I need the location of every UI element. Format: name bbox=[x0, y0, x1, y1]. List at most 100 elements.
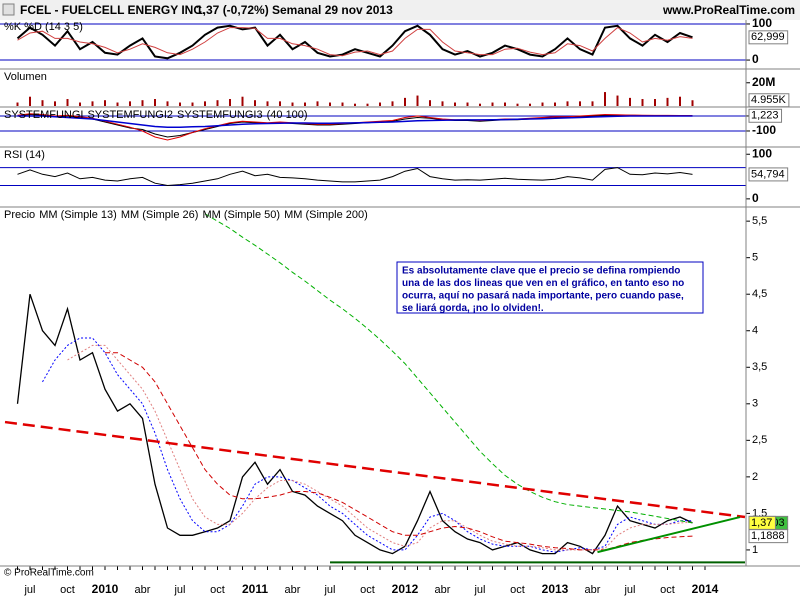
legend-entry: MM (Simple 26) bbox=[121, 209, 199, 221]
bar bbox=[54, 101, 56, 106]
site: www.ProRealTime.com bbox=[662, 3, 795, 17]
panel-title: RSI (14) bbox=[4, 149, 45, 161]
y-tick-label: 3 bbox=[752, 398, 758, 410]
bar bbox=[654, 99, 656, 106]
bar bbox=[529, 103, 531, 106]
bar bbox=[591, 101, 594, 106]
series-line bbox=[105, 352, 693, 551]
bar bbox=[554, 102, 556, 106]
x-tick-label: abr bbox=[585, 584, 601, 596]
bar bbox=[279, 101, 281, 106]
x-tick-label: 2013 bbox=[542, 582, 569, 596]
bar bbox=[266, 101, 269, 106]
bar bbox=[304, 102, 306, 106]
bar bbox=[166, 101, 169, 106]
x-tick-label: jul bbox=[173, 584, 185, 596]
value-label: 1,223 bbox=[751, 110, 779, 122]
y-tick-label: 2,5 bbox=[752, 434, 767, 446]
bar bbox=[141, 100, 144, 106]
panel bbox=[0, 167, 746, 187]
bar bbox=[216, 100, 219, 106]
bar bbox=[604, 92, 606, 106]
bar bbox=[566, 101, 569, 106]
panels: 100 0 %K %D (14 3 5) 62,999 20M Volumen 4.955K… bbox=[0, 16, 800, 596]
bar bbox=[154, 99, 156, 106]
x-tick-label: abr bbox=[135, 584, 151, 596]
y-tick-label: 3,5 bbox=[752, 361, 767, 373]
symbol: FCEL - FUELCELL ENERGY INC. bbox=[20, 3, 205, 17]
period: Semanal 29 nov 2013 bbox=[272, 3, 393, 17]
series-line bbox=[204, 213, 693, 524]
legend-entry: MM (Simple 13) bbox=[39, 209, 117, 221]
bar bbox=[116, 102, 119, 106]
y-tick-label: 5,5 bbox=[752, 215, 767, 227]
bar bbox=[641, 99, 644, 106]
x-tick-label: oct bbox=[360, 584, 375, 596]
x-tick-label: oct bbox=[510, 584, 525, 596]
x-tick-label: 2014 bbox=[692, 582, 719, 596]
bar bbox=[329, 102, 331, 106]
y-tick-label: 4,5 bbox=[752, 288, 767, 300]
bar bbox=[204, 101, 206, 106]
y-tick-label: 100 bbox=[752, 16, 772, 30]
x-tick-label: oct bbox=[60, 584, 75, 596]
series-line bbox=[16, 293, 693, 555]
annotation-box bbox=[396, 261, 704, 314]
bar bbox=[29, 96, 31, 106]
x-tick-label: abr bbox=[435, 584, 451, 596]
bar bbox=[691, 100, 694, 106]
bar bbox=[629, 97, 631, 106]
panel-title: Volumen bbox=[4, 71, 47, 83]
bar bbox=[104, 100, 106, 106]
x-tick-label: jul bbox=[23, 584, 35, 596]
bar bbox=[229, 99, 231, 106]
quote: 1,37 (-0,72%) bbox=[196, 3, 269, 17]
series-line bbox=[17, 115, 693, 128]
bar bbox=[391, 101, 394, 106]
legend-entry: MM (Simple 50) bbox=[202, 209, 280, 221]
x-tick-label: 2010 bbox=[92, 582, 119, 596]
panel bbox=[16, 92, 694, 106]
annotation-line: se liará gorda, ¡no lo olviden!. bbox=[402, 303, 544, 314]
value-label: 1,37 bbox=[751, 517, 772, 529]
bar bbox=[541, 102, 544, 106]
bar bbox=[679, 96, 681, 106]
x-tick-label: 2012 bbox=[392, 582, 419, 596]
series-line bbox=[17, 27, 693, 57]
panel bbox=[0, 113, 746, 141]
annotation-line: Es absolutamente clave que el precio se … bbox=[402, 266, 680, 277]
trend-line bbox=[4, 420, 746, 519]
y-tick-label: 1 bbox=[752, 544, 758, 556]
bar bbox=[254, 100, 256, 106]
value-label: 4.955K bbox=[751, 94, 787, 106]
value-label-box bbox=[748, 30, 789, 45]
legend-entry: SYSTEMFUNGI2 bbox=[87, 109, 173, 121]
bar bbox=[241, 96, 244, 106]
bar bbox=[316, 101, 319, 106]
trend-line bbox=[597, 516, 741, 554]
bar bbox=[404, 97, 406, 106]
bar bbox=[504, 102, 506, 106]
legend-entry: SYSTEMFUNGI bbox=[4, 109, 83, 121]
value-label: 54,794 bbox=[751, 168, 785, 180]
x-tick-label: 2011 bbox=[242, 582, 268, 596]
bar bbox=[366, 103, 369, 106]
bar bbox=[491, 102, 494, 106]
bar bbox=[341, 102, 344, 106]
bar bbox=[91, 101, 94, 106]
menu-icon[interactable] bbox=[2, 3, 15, 16]
annotation-line: ocurra, aquí no pasará nada importante, … bbox=[402, 291, 684, 302]
bar bbox=[179, 102, 181, 106]
y-tick-label: 0 bbox=[752, 52, 759, 66]
legend-entry: MM (Simple 200) bbox=[284, 209, 368, 221]
bar bbox=[479, 103, 481, 106]
legend-entry: SYSTEMFUNGI3 bbox=[177, 109, 263, 121]
y-tick-label: 20M bbox=[752, 75, 775, 89]
value-label: 1,1888 bbox=[751, 530, 785, 542]
x-tick-label: jul bbox=[473, 584, 485, 596]
footer: © ProRealTime.com bbox=[4, 568, 94, 579]
bar bbox=[354, 103, 356, 106]
panel bbox=[4, 213, 746, 564]
series-line bbox=[67, 344, 693, 551]
